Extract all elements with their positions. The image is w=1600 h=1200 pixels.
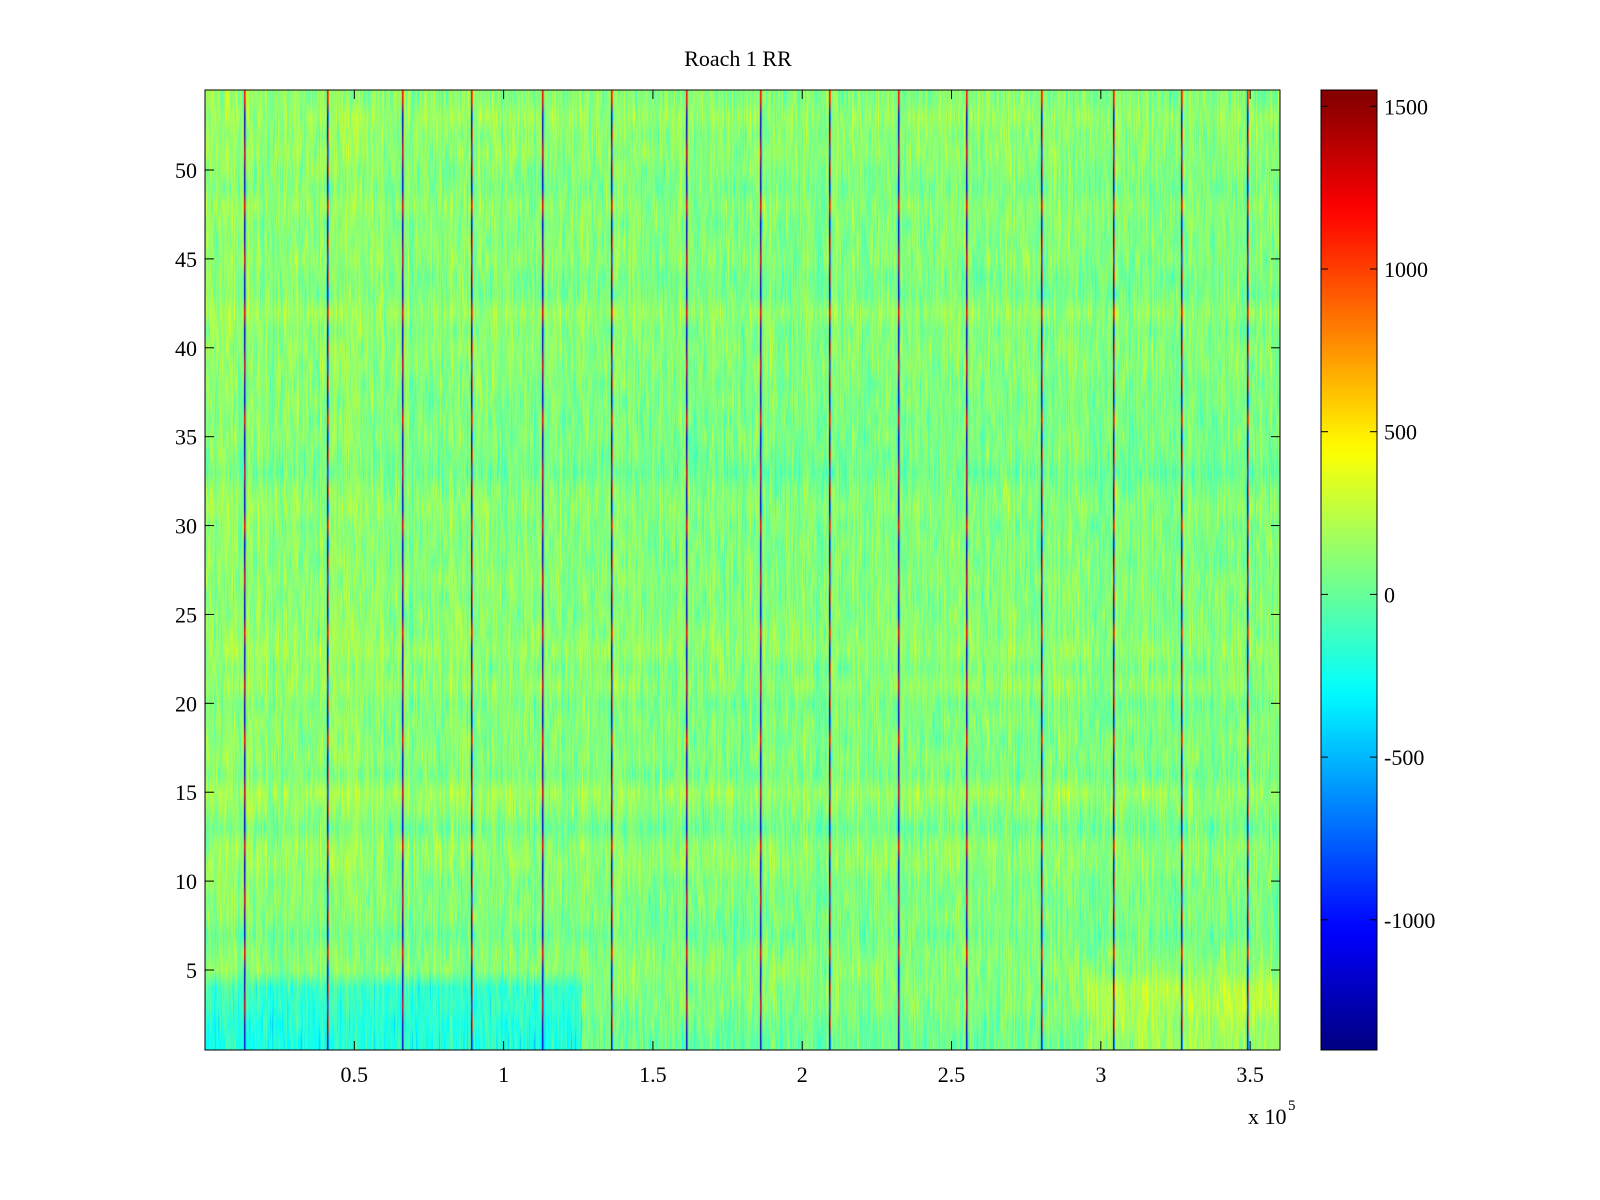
colorbar-ticks: -1000 -500 0 500 1000 1500 bbox=[1321, 94, 1435, 933]
chart-title: Roach 1 RR bbox=[684, 46, 792, 71]
colorbar-tick-label: -1000 bbox=[1384, 908, 1435, 933]
y-tick-label: 15 bbox=[175, 780, 197, 805]
x-tick-label: 0.5 bbox=[341, 1062, 369, 1087]
x-tick-label: 3.5 bbox=[1236, 1062, 1264, 1087]
y-tick-label: 40 bbox=[175, 336, 197, 361]
y-tick-label: 20 bbox=[175, 691, 197, 716]
y-axis: 5 10 15 20 25 30 35 40 45 50 bbox=[175, 158, 1280, 983]
x-axis: 0.5 1 1.5 2 2.5 3 3.5 bbox=[341, 90, 1264, 1087]
colorbar-gradient bbox=[1321, 90, 1377, 1050]
x-exponent-label: x 10 5 bbox=[1248, 1098, 1296, 1129]
colorbar-tick-label: 1500 bbox=[1384, 94, 1428, 119]
colorbar-frame bbox=[1320, 89, 1378, 1051]
heatmap-plot-area bbox=[204, 89, 1281, 1051]
y-tick-label: 5 bbox=[186, 958, 197, 983]
colorbar-tick-label: 500 bbox=[1384, 420, 1417, 445]
y-tick-label: 10 bbox=[175, 869, 197, 894]
x-tick-label: 2 bbox=[797, 1062, 808, 1087]
heatmap-image bbox=[205, 90, 1280, 1050]
colorbar-tick-label: 1000 bbox=[1384, 257, 1428, 282]
y-tick-label: 35 bbox=[175, 425, 197, 450]
colorbar-tick-label: -500 bbox=[1384, 745, 1424, 770]
x-tick-label: 1.5 bbox=[639, 1062, 667, 1087]
x-exponent-power: 5 bbox=[1288, 1098, 1296, 1114]
colorbar-tick-label: 0 bbox=[1384, 582, 1395, 607]
colorbar: -1000 -500 0 500 1000 1500 bbox=[1320, 89, 1435, 1051]
plot-frame bbox=[204, 89, 1281, 1051]
y-tick-label: 30 bbox=[175, 514, 197, 539]
x-tick-label: 1 bbox=[498, 1062, 509, 1087]
x-tick-label: 2.5 bbox=[938, 1062, 966, 1087]
x-exponent-base: x 10 bbox=[1248, 1104, 1287, 1129]
x-tick-label: 3 bbox=[1095, 1062, 1106, 1087]
y-tick-label: 50 bbox=[175, 158, 197, 183]
y-tick-label: 25 bbox=[175, 602, 197, 627]
y-tick-label: 45 bbox=[175, 247, 197, 272]
